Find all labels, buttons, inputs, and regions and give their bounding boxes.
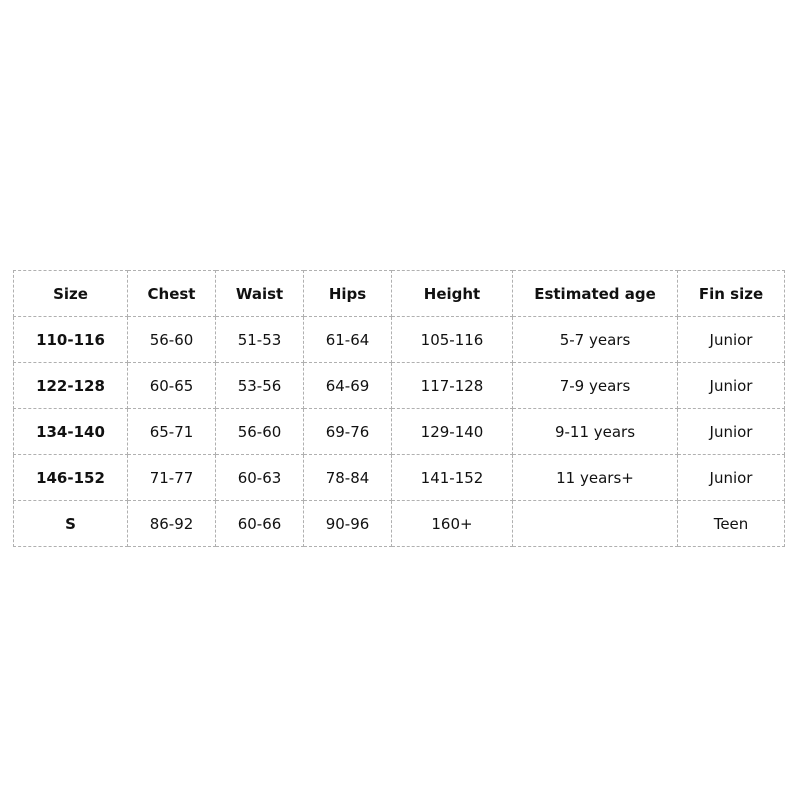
cell-height: 117-128 bbox=[391, 362, 513, 409]
header-row: Size Chest Waist Hips Height Estimated age Fin… bbox=[13, 270, 785, 317]
cell-size: 146-152 bbox=[13, 454, 128, 501]
cell-fin-size: Junior bbox=[677, 316, 785, 363]
cell-hips: 78-84 bbox=[303, 454, 392, 501]
header-height: Height bbox=[391, 270, 513, 317]
cell-waist: 51-53 bbox=[215, 316, 304, 363]
header-waist: Waist bbox=[215, 270, 304, 317]
cell-chest: 65-71 bbox=[127, 408, 216, 455]
table-row: 146-152 71-77 60-63 78-84 141-152 11 years+ Ju… bbox=[13, 454, 785, 501]
cell-size: S bbox=[13, 500, 128, 547]
cell-waist: 53-56 bbox=[215, 362, 304, 409]
cell-fin-size: Junior bbox=[677, 454, 785, 501]
cell-chest: 60-65 bbox=[127, 362, 216, 409]
cell-fin-size: Teen bbox=[677, 500, 785, 547]
table-row: 134-140 65-71 56-60 69-76 129-140 9-11 years J… bbox=[13, 408, 785, 455]
cell-estimated-age: 5-7 years bbox=[512, 316, 678, 363]
table-row: 122-128 60-65 53-56 64-69 117-128 7-9 years Ju… bbox=[13, 362, 785, 409]
cell-waist: 60-66 bbox=[215, 500, 304, 547]
size-chart-table: Size Chest Waist Hips Height Estimated age Fin… bbox=[13, 270, 785, 547]
cell-size: 110-116 bbox=[13, 316, 128, 363]
cell-chest: 71-77 bbox=[127, 454, 216, 501]
cell-estimated-age: 9-11 years bbox=[512, 408, 678, 455]
cell-height: 129-140 bbox=[391, 408, 513, 455]
cell-height: 141-152 bbox=[391, 454, 513, 501]
table-row: S 86-92 60-66 90-96 160+ Teen bbox=[13, 500, 785, 547]
cell-estimated-age: 7-9 years bbox=[512, 362, 678, 409]
header-chest: Chest bbox=[127, 270, 216, 317]
cell-fin-size: Junior bbox=[677, 362, 785, 409]
cell-size: 122-128 bbox=[13, 362, 128, 409]
cell-height: 160+ bbox=[391, 500, 513, 547]
header-fin-size: Fin size bbox=[677, 270, 785, 317]
table-row: 110-116 56-60 51-53 61-64 105-116 5-7 years Ju… bbox=[13, 316, 785, 363]
cell-waist: 56-60 bbox=[215, 408, 304, 455]
cell-estimated-age: 11 years+ bbox=[512, 454, 678, 501]
cell-estimated-age bbox=[512, 500, 678, 547]
cell-chest: 86-92 bbox=[127, 500, 216, 547]
header-estimated-age: Estimated age bbox=[512, 270, 678, 317]
cell-size: 134-140 bbox=[13, 408, 128, 455]
cell-fin-size: Junior bbox=[677, 408, 785, 455]
cell-chest: 56-60 bbox=[127, 316, 216, 363]
header-size: Size bbox=[13, 270, 128, 317]
cell-hips: 61-64 bbox=[303, 316, 392, 363]
cell-height: 105-116 bbox=[391, 316, 513, 363]
cell-hips: 64-69 bbox=[303, 362, 392, 409]
header-hips: Hips bbox=[303, 270, 392, 317]
cell-waist: 60-63 bbox=[215, 454, 304, 501]
cell-hips: 90-96 bbox=[303, 500, 392, 547]
cell-hips: 69-76 bbox=[303, 408, 392, 455]
